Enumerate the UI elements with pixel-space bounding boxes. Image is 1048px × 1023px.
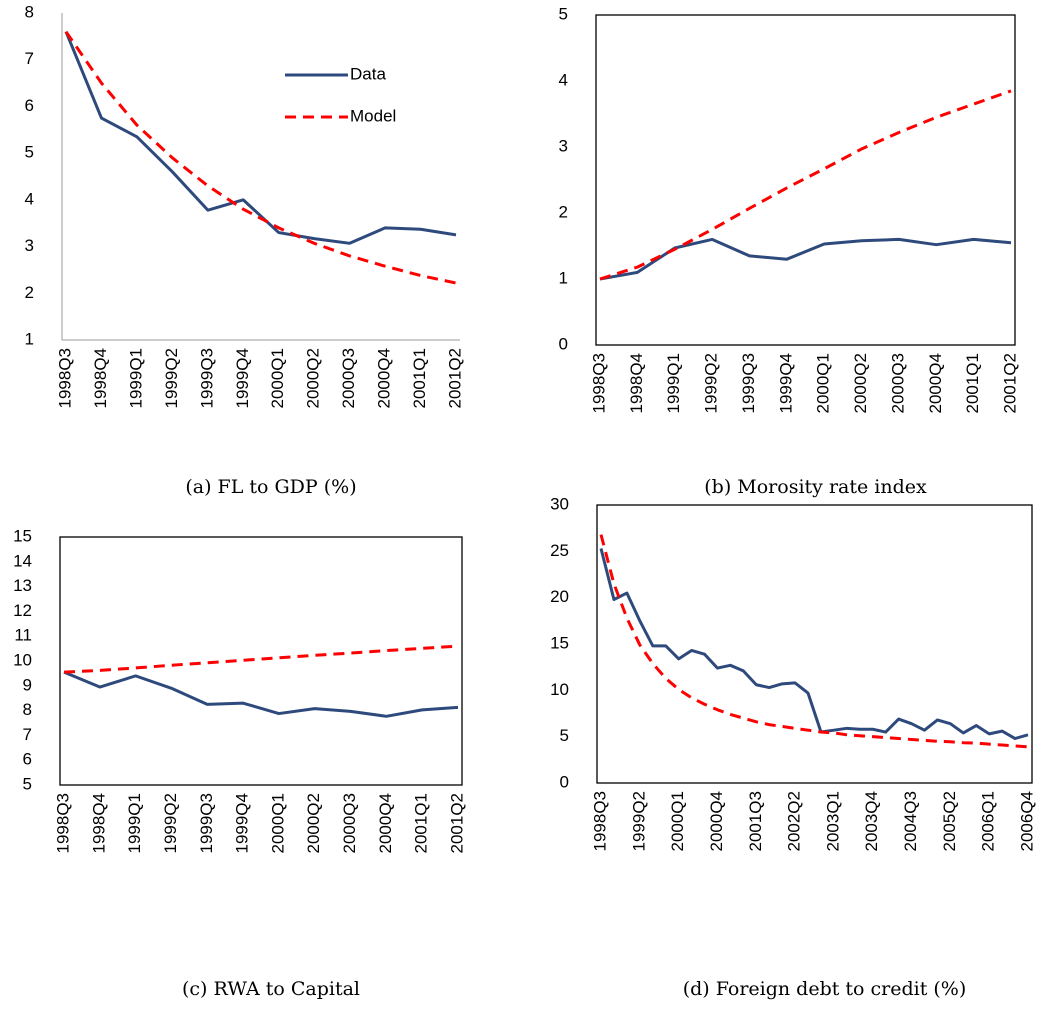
x-tick-label: 1999Q1 (664, 353, 683, 414)
series-line (599, 534, 1029, 749)
y-tick-label: 7 (25, 49, 34, 68)
series-line (64, 30, 457, 285)
x-tick-label: 2001Q2 (445, 348, 464, 409)
x-tick-label: 2000Q4 (707, 791, 726, 852)
x-tick-label: 2000Q3 (888, 353, 907, 414)
x-tick-label: 1999Q3 (197, 793, 216, 854)
x-tick-label: 2006Q4 (1017, 791, 1036, 852)
chart-caption: (d) Foreign debt to credit (%) (683, 978, 967, 1000)
x-tick-label: 2000Q2 (304, 348, 323, 409)
y-tick-label: 13 (13, 576, 32, 595)
x-tick-label: 1999Q3 (739, 353, 758, 414)
y-tick-label: 5 (560, 726, 569, 745)
y-tick-label: 2 (559, 202, 568, 221)
y-tick-label: 5 (25, 143, 34, 162)
x-tick-label: 1998Q3 (55, 348, 74, 409)
x-tick-label: 1999Q2 (629, 791, 648, 852)
series-line (599, 89, 1012, 281)
x-tick-label: 1999Q3 (197, 348, 216, 409)
y-tick-label: 4 (559, 70, 568, 89)
series-line (63, 670, 459, 718)
series-line (599, 548, 1029, 741)
y-tick-label: 12 (13, 601, 32, 620)
x-tick-label: 2000Q3 (340, 793, 359, 854)
x-tick-label: 2000Q1 (814, 353, 833, 414)
x-tick-label: 2000Q4 (926, 353, 945, 414)
plot-frame (59, 536, 463, 786)
y-tick-label: 30 (550, 494, 569, 513)
x-tick-label: 2003Q4 (862, 791, 881, 852)
series-line (64, 31, 457, 245)
chart-caption: (c) RWA to Capital (182, 978, 360, 1000)
x-tick-label: 2000Q4 (376, 793, 395, 854)
x-tick-label: 1998Q3 (590, 791, 609, 852)
x-tick-label: 2000Q3 (339, 348, 358, 409)
y-tick-label: 20 (550, 587, 569, 606)
x-tick-label: 1998Q3 (589, 353, 608, 414)
y-tick-label: 10 (13, 650, 32, 669)
x-tick-label: 1998Q4 (89, 793, 108, 854)
y-tick-label: 9 (23, 675, 32, 694)
plot-frame (595, 14, 1016, 346)
x-tick-label: 2002Q2 (785, 791, 804, 852)
y-tick-label: 11 (14, 626, 32, 645)
x-tick-label: 1998Q4 (627, 353, 646, 414)
x-tick-label: 2000Q1 (268, 793, 287, 854)
y-tick-label: 3 (559, 136, 568, 155)
y-tick-label: 4 (25, 189, 34, 208)
y-tick-label: 5 (23, 774, 32, 793)
y-tick-label: 6 (25, 96, 34, 115)
x-tick-label: 1998Q4 (91, 348, 110, 409)
y-tick-label: 1 (559, 268, 568, 287)
x-tick-label: 2001Q1 (410, 348, 429, 409)
x-tick-label: 1999Q1 (126, 348, 145, 409)
x-tick-label: 1999Q4 (233, 793, 252, 854)
y-tick-label: 15 (13, 526, 32, 545)
y-tick-label: 10 (550, 680, 569, 699)
y-tick-label: 8 (23, 700, 32, 719)
y-tick-label: 6 (23, 750, 32, 769)
y-tick-label: 0 (559, 334, 568, 353)
x-tick-label: 2003Q1 (823, 791, 842, 852)
x-tick-label: 2001Q2 (1000, 353, 1019, 414)
y-tick-label: 7 (23, 725, 32, 744)
x-tick-label: 1999Q2 (161, 793, 180, 854)
x-tick-label: 2004Q3 (901, 791, 920, 852)
x-tick-label: 2006Q1 (979, 791, 998, 852)
y-tick-label: 25 (550, 541, 569, 560)
x-tick-label: 2000Q4 (375, 348, 394, 409)
x-tick-label: 2000Q1 (668, 791, 687, 852)
y-tick-label: 0 (560, 772, 569, 791)
x-tick-label: 2005Q2 (940, 791, 959, 852)
chart-caption: (b) Morosity rate index (704, 476, 927, 498)
x-tick-label: 2001Q1 (963, 353, 982, 414)
y-tick-label: 14 (13, 551, 32, 570)
x-tick-label: 1999Q4 (776, 353, 795, 414)
x-tick-label: 1999Q2 (702, 353, 721, 414)
y-tick-label: 2 (25, 283, 34, 302)
series-line (63, 644, 459, 674)
x-tick-label: 2000Q1 (268, 348, 287, 409)
x-tick-label: 2001Q2 (447, 793, 466, 854)
y-tick-label: 8 (25, 2, 34, 21)
x-tick-label: 2001Q1 (412, 793, 431, 854)
legend-label: Data (350, 64, 386, 83)
y-tick-label: 5 (559, 4, 568, 23)
series-line (599, 237, 1012, 281)
x-tick-label: 1998Q3 (53, 793, 72, 854)
plot-frame (596, 504, 1033, 784)
y-tick-label: 15 (550, 633, 569, 652)
chart-caption: (a) FL to GDP (%) (185, 476, 356, 498)
x-tick-label: 2000Q2 (851, 353, 870, 414)
x-tick-label: 1999Q1 (125, 793, 144, 854)
x-tick-label: 2001Q3 (746, 791, 765, 852)
y-tick-label: 1 (25, 329, 34, 348)
x-tick-label: 1999Q2 (162, 348, 181, 409)
x-tick-label: 1999Q4 (233, 348, 252, 409)
legend-label: Model (350, 106, 396, 125)
y-tick-label: 3 (25, 236, 34, 255)
x-tick-label: 2000Q2 (304, 793, 323, 854)
